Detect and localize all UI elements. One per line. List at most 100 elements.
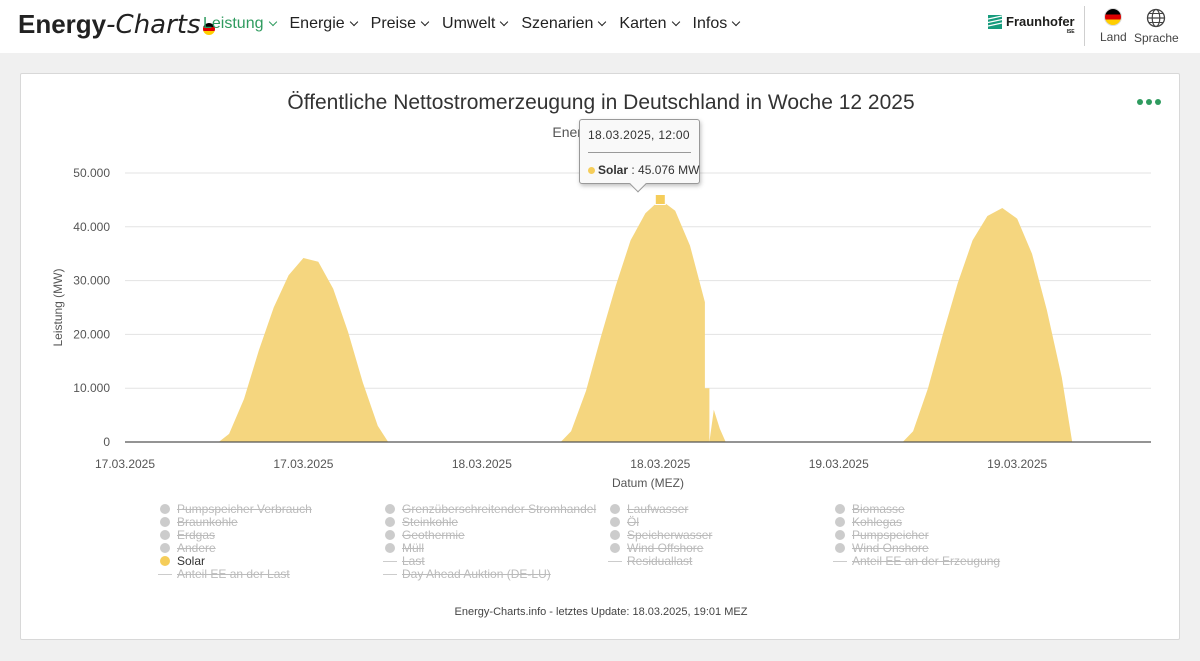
tooltip-divider <box>588 152 691 153</box>
hover-point-marker <box>654 193 666 205</box>
legend-line-icon <box>158 574 172 575</box>
legend-item[interactable]: Geothermie <box>385 528 465 542</box>
y-tick-label: 20.000 <box>73 327 110 341</box>
legend-item[interactable]: Steinkohle <box>385 515 458 529</box>
legend-item[interactable]: Solar <box>160 554 205 568</box>
legend-dot-icon <box>160 517 170 527</box>
language-selector-button[interactable]: Sprache <box>1134 8 1179 45</box>
legend-item[interactable]: Pumpspeicher <box>835 528 929 542</box>
legend-item[interactable]: Braunkohle <box>160 515 238 529</box>
x-tick-label: 17.03.2025 <box>273 457 333 471</box>
legend-dot-icon <box>385 517 395 527</box>
chevron-down-icon <box>349 17 358 27</box>
legend-label: Speicherwasser <box>627 528 713 542</box>
legend-label: Müll <box>402 541 425 555</box>
legend-item[interactable]: Speicherwasser <box>610 528 712 542</box>
legend-item[interactable]: Biomasse <box>835 502 905 516</box>
y-tick-label: 40.000 <box>73 220 110 234</box>
nav-item-leistung[interactable]: Leistung <box>203 15 277 33</box>
legend-label: Residuallast <box>627 554 693 568</box>
header-divider <box>1084 6 1085 46</box>
nav-item-umwelt[interactable]: Umwelt <box>442 15 509 33</box>
fraunhofer-sub: ISE <box>1066 29 1075 35</box>
legend-dot-icon <box>835 517 845 527</box>
solar-area[interactable] <box>218 199 1073 443</box>
legend-label: Öl <box>627 515 639 529</box>
germany-flag-icon <box>1104 8 1123 26</box>
legend-item[interactable]: Day Ahead Auktion (DE-LU) <box>383 567 551 581</box>
legend-item[interactable]: Andere <box>160 541 216 555</box>
legend-label: Pumpspeicher <box>852 528 929 542</box>
legend-label: Kohlegas <box>852 515 903 529</box>
y-tick-label: 0 <box>103 435 110 449</box>
legend-label: Grenzüberschreitender Stromhandel <box>402 502 597 516</box>
legend-label: Andere <box>177 541 216 555</box>
legend-item[interactable]: Pumpspeicher Verbrauch <box>160 502 312 516</box>
legend-dot-icon <box>610 517 620 527</box>
globe-icon <box>1147 8 1166 28</box>
legend-item[interactable]: Öl <box>610 515 639 529</box>
chevron-down-icon <box>268 17 277 27</box>
legend-label: Biomasse <box>852 502 905 516</box>
legend-label: Last <box>402 554 425 568</box>
country-selector-button[interactable]: Land <box>1100 8 1127 44</box>
legend-dot-icon <box>835 543 845 553</box>
chart-card: Öffentliche Nettostromerzeugung in Deuts… <box>20 73 1180 640</box>
legend-item[interactable]: Last <box>383 554 425 568</box>
legend-item[interactable]: Laufwasser <box>610 502 688 516</box>
legend-item[interactable]: Anteil EE an der Last <box>158 567 290 581</box>
legend-label: Erdgas <box>177 528 216 542</box>
menu-dot-icon <box>1137 99 1143 105</box>
legend-line-icon <box>608 561 622 562</box>
legend-dot-icon <box>610 504 620 514</box>
legend-label: Wind Offshore <box>627 541 704 555</box>
chevron-down-icon <box>598 17 607 27</box>
legend-label: Geothermie <box>402 528 465 542</box>
legend-dot-icon <box>160 504 170 514</box>
x-tick-label: 19.03.2025 <box>987 457 1047 471</box>
chevron-down-icon <box>420 17 430 27</box>
chart-tooltip: 18.03.2025, 12:00 Solar : 45.076 MW <box>579 119 700 193</box>
legend-item[interactable]: Wind Offshore <box>610 541 703 555</box>
update-note: Energy-Charts.info - letztes Update: 18.… <box>454 606 748 618</box>
legend-item[interactable]: Anteil EE an der Erzeugung <box>833 554 1001 568</box>
x-tick-label: 17.03.2025 <box>95 457 155 471</box>
nav-label: Leistung <box>203 15 264 32</box>
legend-dot-icon <box>610 530 620 540</box>
nav-item-szenarien[interactable]: Szenarien <box>521 15 607 33</box>
legend-item[interactable]: Müll <box>385 541 424 555</box>
x-tick-label: 18.03.2025 <box>452 457 512 471</box>
legend-dot-icon <box>385 504 395 514</box>
legend-dot-icon <box>160 543 170 553</box>
legend-item[interactable]: Erdgas <box>160 528 215 542</box>
legend-line-icon <box>383 574 397 575</box>
legend-item[interactable]: Grenzüberschreitender Stromhandel <box>385 502 596 516</box>
tooltip-row: Solar : 45.076 MW <box>588 163 699 177</box>
germany-flag-icon <box>202 23 215 35</box>
legend-item[interactable]: Residuallast <box>608 554 693 568</box>
nav-item-infos[interactable]: Infos <box>692 15 741 33</box>
legend-dot-icon <box>160 530 170 540</box>
nav-item-energie[interactable]: Energie <box>289 15 358 33</box>
chevron-down-icon <box>500 17 509 27</box>
legend-label: Anteil EE an der Erzeugung <box>852 554 1001 568</box>
y-tick-label: 10.000 <box>73 381 110 395</box>
legend-item[interactable]: Kohlegas <box>835 515 902 529</box>
legend-item[interactable]: Wind Onshore <box>835 541 929 555</box>
nav-item-preise[interactable]: Preise <box>371 15 430 33</box>
legend-line-icon <box>383 561 397 562</box>
menu-dot-icon <box>1146 99 1152 105</box>
nav-item-karten[interactable]: Karten <box>619 15 680 33</box>
fraunhofer-logo[interactable]: Fraunhofer ISE <box>988 15 1075 35</box>
chart-menu-button[interactable] <box>1137 99 1161 105</box>
nav-label: Infos <box>692 15 728 32</box>
nav-label: Szenarien <box>521 15 594 32</box>
country-label: Land <box>1100 30 1127 44</box>
nav-label: Energie <box>289 15 345 32</box>
legend-dot-icon <box>835 530 845 540</box>
legend-label: Solar <box>177 554 206 568</box>
energy-charts-logo[interactable]: Energy-Charts <box>18 9 215 40</box>
y-tick-label: 30.000 <box>73 274 110 288</box>
legend-label: Laufwasser <box>627 502 689 516</box>
legend-label: Pumpspeicher Verbrauch <box>177 502 312 516</box>
